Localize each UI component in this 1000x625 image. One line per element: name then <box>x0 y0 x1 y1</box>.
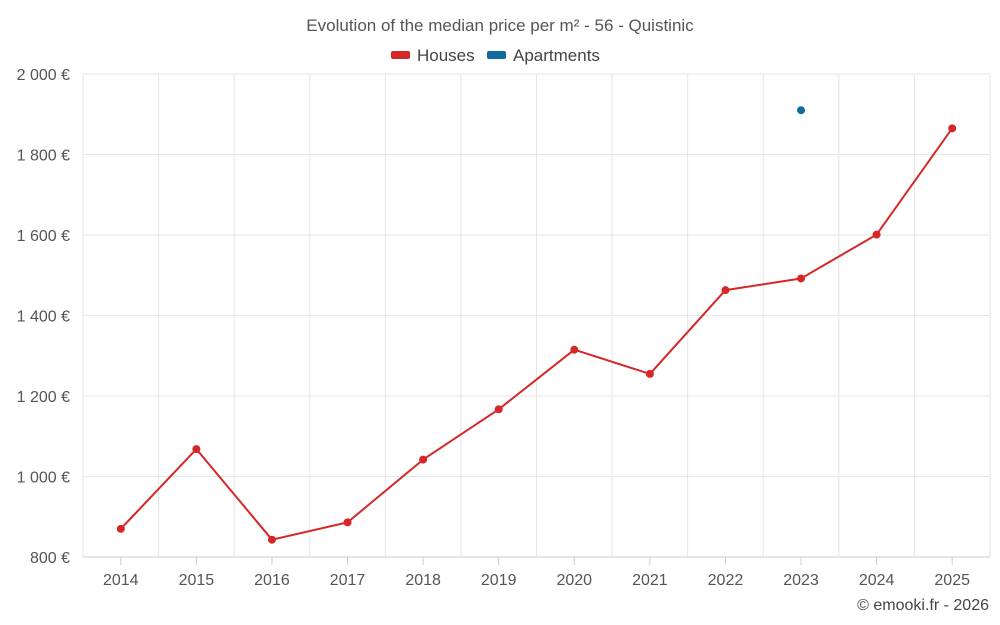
series-layer <box>116 106 957 544</box>
data-point-houses-2023[interactable] <box>797 274 806 283</box>
data-point-houses-2016[interactable] <box>267 535 276 544</box>
legend-label-apartments: Apartments <box>513 46 600 65</box>
credit-text: © emooki.fr - 2026 <box>857 597 989 614</box>
data-point-houses-2022[interactable] <box>721 286 730 295</box>
data-point-houses-2014[interactable] <box>116 524 125 533</box>
y-tick-label: 1 600 € <box>17 228 70 245</box>
y-tick-label: 800 € <box>30 550 70 567</box>
data-point-houses-2024[interactable] <box>872 230 881 239</box>
legend: Houses Apartments <box>391 46 600 65</box>
y-axis-ticks: 800 € 1 000 € 1 200 € 1 400 € 1 600 € 1 800 €… <box>17 67 70 567</box>
data-point-houses-2020[interactable] <box>570 345 579 354</box>
x-tick-label: 2022 <box>708 572 744 589</box>
series-line-houses <box>120 127 954 541</box>
y-tick-label: 2 000 € <box>17 67 70 84</box>
y-tick-label: 1 800 € <box>17 148 70 165</box>
gridlines <box>82 73 991 558</box>
data-point-houses-2017[interactable] <box>343 518 352 527</box>
x-axis-ticks: 2014 2015 2016 2017 2018 2019 2020 2021 2022 2023… <box>103 557 970 589</box>
y-tick-label: 1 000 € <box>17 470 70 487</box>
legend-swatch-houses <box>391 51 410 59</box>
data-point-houses-2025[interactable] <box>948 124 957 133</box>
x-tick-label: 2025 <box>934 572 970 589</box>
data-point-houses-2015[interactable] <box>192 445 201 454</box>
chart-title: Evolution of the median price per m² - 5… <box>306 16 694 35</box>
x-tick-label: 2024 <box>859 572 895 589</box>
x-tick-label: 2020 <box>556 572 592 589</box>
x-tick-label: 2014 <box>103 572 139 589</box>
x-tick-label: 2021 <box>632 572 668 589</box>
legend-swatch-apartments <box>487 51 506 59</box>
x-tick-label: 2015 <box>179 572 215 589</box>
data-point-houses-2019[interactable] <box>494 405 503 414</box>
data-point-apartments-2023[interactable] <box>797 106 806 115</box>
x-tick-label: 2017 <box>330 572 366 589</box>
x-tick-label: 2023 <box>783 572 819 589</box>
data-point-houses-2021[interactable] <box>645 369 654 378</box>
x-tick-label: 2019 <box>481 572 517 589</box>
x-tick-label: 2018 <box>405 572 441 589</box>
legend-item-houses[interactable]: Houses <box>391 46 475 65</box>
y-tick-label: 1 400 € <box>17 309 70 326</box>
legend-item-apartments[interactable]: Apartments <box>487 46 600 65</box>
x-tick-label: 2016 <box>254 572 290 589</box>
y-tick-label: 1 200 € <box>17 389 70 406</box>
legend-label-houses: Houses <box>417 46 475 65</box>
data-point-houses-2018[interactable] <box>419 455 428 464</box>
